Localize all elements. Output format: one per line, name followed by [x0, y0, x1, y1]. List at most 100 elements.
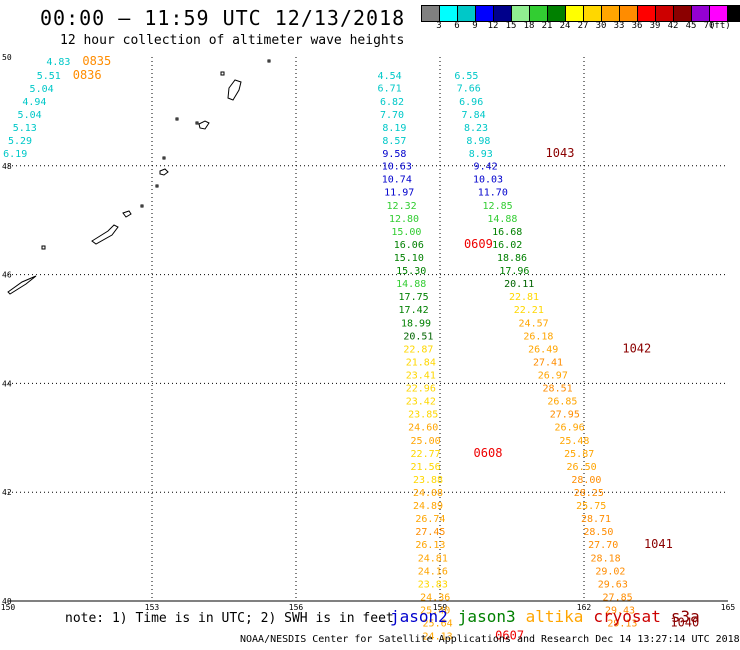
wave-height-label: 27.45: [415, 527, 445, 538]
wave-height-label: 23.85: [408, 410, 438, 421]
wave-height-label: 27.95: [550, 410, 580, 421]
legend-swatch: [710, 6, 728, 21]
wave-height-label: 11.97: [384, 188, 414, 199]
legend-tick: 70: [703, 21, 715, 31]
wave-height-label: 24.16: [418, 566, 448, 577]
wave-height-label: 21.84: [406, 357, 436, 368]
legend-tick: 15: [505, 21, 517, 31]
wave-height-label: 8.93: [469, 149, 493, 160]
legend-swatch: [422, 6, 440, 21]
wave-height-label: 5.04: [18, 110, 42, 121]
wave-height-label: 7.70: [380, 110, 404, 121]
legend-swatch: [530, 6, 548, 21]
wave-height-label: 17.42: [399, 305, 429, 316]
axis-labels: 150 153 156 159 162 165 50 48 46 44 42 40: [1, 53, 736, 612]
x-tick-label: 150: [1, 603, 16, 612]
wave-height-label: 24.13: [423, 632, 453, 643]
wave-height-label: 25.87: [564, 449, 594, 460]
pass-time-label: 0836: [73, 68, 102, 82]
x-tick-label: 153: [145, 603, 160, 612]
wave-height-label: 18.99: [401, 318, 431, 329]
wave-height-label: 24.57: [519, 318, 549, 329]
wave-height-label: 17.75: [399, 292, 429, 303]
satellite-label: cryosat: [593, 607, 661, 626]
wave-height-label: 24.60: [408, 423, 438, 434]
wave-height-label: 29.43: [605, 606, 635, 617]
wave-height-label: 26.49: [528, 344, 558, 355]
wave-height-label: 9.58: [382, 149, 406, 160]
legend-tick: 3: [436, 21, 442, 31]
legend-swatch: [674, 6, 692, 21]
y-tick-label: 42: [2, 488, 12, 497]
legend-swatch: [494, 6, 512, 21]
wave-height-label: 23.42: [406, 397, 436, 408]
page-title: 00:00 – 11:59 UTC 12/13/2018: [40, 6, 406, 30]
wave-height-label: 23.88: [413, 475, 443, 486]
wave-height-label: 16.02: [492, 240, 522, 251]
y-tick-label: 48: [2, 162, 12, 171]
y-tick-label: 46: [2, 271, 12, 280]
wave-height-label: 27.70: [588, 540, 618, 551]
footer-credit: NOAA/NESDIS Center for Satellite Applica…: [240, 634, 740, 645]
island-outline: [7, 275, 37, 295]
legend-tick: 9: [472, 21, 478, 31]
legend-swatch: [584, 6, 602, 21]
wave-height-label: 15.00: [391, 227, 421, 238]
wave-height-label: 28.00: [571, 475, 601, 486]
wave-height-label: 20.51: [403, 331, 433, 342]
coastline: [7, 59, 271, 295]
island-outline: [198, 120, 210, 130]
wave-height-label: 28.51: [543, 384, 573, 395]
legend-tick: 27: [577, 21, 589, 31]
legend-swatch: [440, 6, 458, 21]
wave-height-label: 12.85: [483, 201, 513, 212]
legend-swatch: [512, 6, 530, 21]
wave-height-label: 5.13: [13, 123, 37, 134]
wave-height-label: 10.74: [382, 175, 412, 186]
data-labels: 4.83 5.51 5.04 4.94 5.04 5.13 5.29 6.19 08350836…: [3, 54, 699, 642]
pass-time-label: 1043: [546, 146, 575, 160]
legend-ticks: 3 6 9 12 15 18 21 24 27 30 33 36 39 42 45 70: [421, 21, 740, 33]
wave-height-label: 7.84: [462, 110, 486, 121]
satellite-label: jason2: [390, 607, 448, 626]
legend-tick: 21: [541, 21, 553, 31]
wave-height-label: 26.18: [523, 331, 553, 342]
wave-height-label: 20.11: [504, 279, 534, 290]
legend-tick: 18: [523, 21, 535, 31]
wave-height-label: 15.30: [396, 266, 426, 277]
island-outline: [122, 210, 132, 218]
legend-swatch: [476, 6, 494, 21]
wave-height-label: 28.50: [583, 527, 613, 538]
island-outline: [175, 117, 179, 121]
island-outline: [267, 59, 271, 63]
island-outline: [91, 224, 119, 245]
wave-height-label: 15.10: [394, 253, 424, 264]
legend-swatch: [692, 6, 710, 21]
wave-height-label: 27.41: [533, 357, 563, 368]
legend-tick: 33: [613, 21, 625, 31]
wave-height-label: 26.50: [567, 462, 597, 473]
wave-height-label: 21.56: [411, 462, 441, 473]
island-outline: [220, 71, 225, 76]
legend-tick: 24: [559, 21, 571, 31]
wave-height-label: 29.02: [595, 566, 625, 577]
legend-swatch: [566, 6, 584, 21]
wave-height-label: 24.81: [418, 553, 448, 564]
grid: [8, 57, 728, 602]
wave-height-label: 12.32: [387, 201, 417, 212]
wave-height-label: 4.54: [378, 71, 402, 82]
wave-height-label: 18.86: [497, 253, 527, 264]
wave-height-label: 8.23: [464, 123, 488, 134]
pass-time-label: 1042: [622, 341, 651, 355]
legend-tick: 39: [649, 21, 661, 31]
pass-time-label: 1040: [670, 616, 699, 630]
legend-tick: 45: [685, 21, 697, 31]
wave-height-label: 25.75: [576, 501, 606, 512]
x-tick-label: 156: [289, 603, 304, 612]
wave-height-label: 29.63: [598, 579, 628, 590]
wave-height-label: 10.03: [473, 175, 503, 186]
wave-height-label: 6.71: [378, 83, 402, 94]
wave-height-label: 8.19: [382, 123, 406, 134]
pass-time-label: 0835: [82, 54, 111, 68]
